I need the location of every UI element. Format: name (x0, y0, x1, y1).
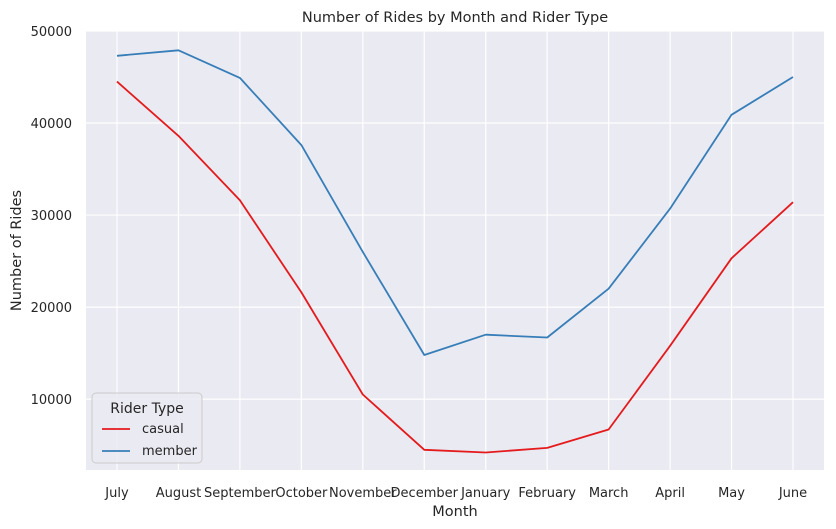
legend-title: Rider Type (110, 401, 183, 417)
y-gridlines (86, 30, 824, 400)
x-tick-label: October (275, 486, 328, 501)
series-line-member (116, 49, 794, 356)
series-line-casual (116, 80, 794, 454)
x-tick-labels: July August September October NovemberDecemb… (104, 486, 807, 501)
x-tick-label: September (204, 486, 277, 501)
legend-label-member: member (142, 444, 198, 459)
x-tick-label: November (329, 486, 397, 501)
y-tick-label: 30000 (31, 209, 72, 224)
y-axis-label: Number of Rides (9, 190, 25, 311)
plot-area (86, 31, 824, 470)
y-tick-label: 20000 (31, 301, 72, 316)
chart-title: Number of Rides by Month and Rider Type (302, 10, 608, 26)
y-tick-label: 50000 (31, 25, 72, 40)
x-tick-label: August (156, 486, 202, 501)
x-tick-label: March (589, 486, 629, 501)
y-tick-label: 40000 (31, 117, 72, 132)
x-tick-label: June (778, 486, 807, 501)
x-axis-label: Month (432, 504, 477, 520)
x-tick-label: July (104, 486, 129, 501)
legend-box (91, 392, 203, 464)
legend-label-casual: casual (142, 422, 184, 437)
x-tick-label: January (460, 486, 511, 501)
x-tick-label: February (518, 486, 576, 501)
series-lines (116, 49, 794, 454)
x-tick-label: May (718, 486, 745, 501)
x-tick-label: December (391, 486, 459, 501)
x-tick-label: April (655, 486, 685, 501)
y-tick-labels: 10000 20000 30000 40000 50000 (31, 25, 72, 408)
legend-items: casual member (102, 422, 198, 459)
legend: Rider Type casual member (91, 392, 203, 464)
y-tick-label: 10000 (31, 393, 72, 408)
